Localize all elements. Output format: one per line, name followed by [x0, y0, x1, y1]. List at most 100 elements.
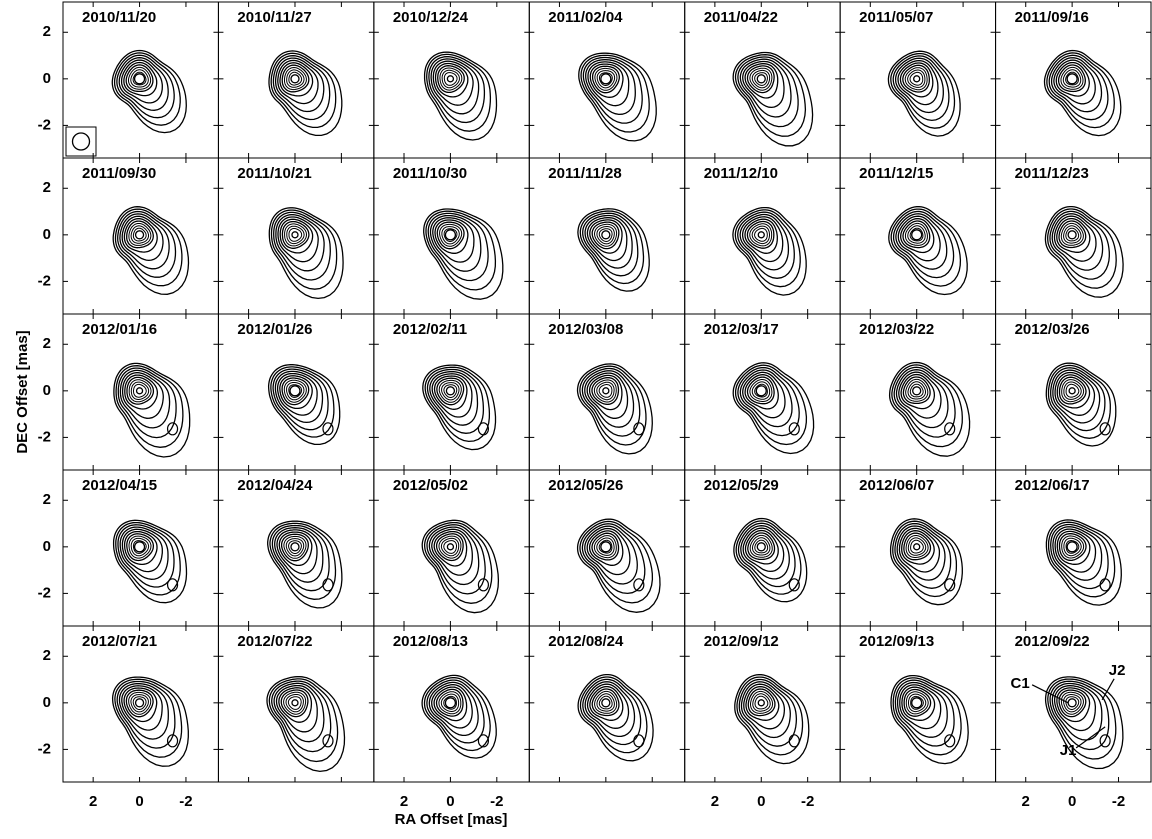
- contour-map: [269, 365, 340, 445]
- contour-core: [290, 386, 300, 396]
- contour-level: [282, 378, 309, 405]
- contour-level: [755, 696, 768, 709]
- contour-map: [733, 363, 813, 454]
- contour-core: [1068, 231, 1076, 239]
- contour-core: [135, 74, 145, 84]
- contour-map: [1045, 51, 1121, 136]
- contour-map: [735, 675, 809, 764]
- panel-date: 2011/05/07: [859, 9, 933, 26]
- contour-map: [1046, 520, 1121, 605]
- contour-core: [914, 544, 920, 550]
- contour-knot: [634, 735, 644, 747]
- y-tick-label: -2: [38, 740, 51, 757]
- contour-level: [592, 222, 619, 249]
- contour-level: [1061, 692, 1083, 714]
- contour-map: [579, 53, 656, 141]
- contour-map: [114, 520, 187, 602]
- contour-map: [734, 519, 807, 602]
- panel-date: 2010/11/20: [82, 9, 156, 26]
- contour-level: [910, 72, 923, 85]
- contour-level: [905, 223, 927, 245]
- contour-core: [601, 542, 611, 552]
- contour-knot: [945, 423, 955, 435]
- x-tick-label: -2: [179, 793, 192, 810]
- contour-knot: [323, 423, 333, 435]
- contour-core: [292, 700, 298, 706]
- contour-map: [578, 209, 649, 291]
- contour-level: [1059, 690, 1086, 717]
- x-tick-label: 2: [711, 793, 719, 810]
- contour-level: [129, 380, 151, 402]
- contour-level: [281, 690, 308, 717]
- contour-map: [1045, 207, 1123, 298]
- panel-date: 2012/08/13: [393, 633, 468, 650]
- panel-date: 2012/05/29: [704, 477, 779, 494]
- x-tick-label: 2: [400, 793, 408, 810]
- contour-level: [750, 535, 772, 557]
- contour-map: [424, 209, 503, 299]
- contour-core: [912, 698, 922, 708]
- panel-date: 2011/09/30: [82, 165, 156, 182]
- contour-level: [438, 66, 465, 93]
- contour-level: [750, 224, 772, 246]
- contour-level: [440, 68, 462, 90]
- contour-core: [291, 543, 299, 551]
- annotation: J1: [1060, 742, 1077, 759]
- contour-core: [758, 232, 764, 238]
- panel-date: 2010/11/27: [237, 9, 311, 26]
- contour-level: [595, 691, 617, 713]
- contour-map: [422, 520, 498, 612]
- contour-level: [1062, 536, 1084, 558]
- x-tick-label: -2: [801, 793, 814, 810]
- contour-level: [906, 536, 928, 558]
- contour-core: [292, 232, 298, 238]
- contour-level: [289, 229, 302, 242]
- contour-level: [1046, 520, 1121, 605]
- contour-core: [602, 231, 610, 239]
- panel-date: 2012/09/22: [1015, 633, 1090, 650]
- contour-core: [446, 387, 454, 395]
- contour-level: [594, 536, 616, 558]
- panel-date: 2012/07/22: [237, 633, 312, 650]
- y-tick-label: 2: [43, 179, 51, 196]
- panel-date: 2012/07/21: [82, 633, 157, 650]
- y-tick-label: 2: [43, 23, 51, 40]
- contour-level: [748, 377, 775, 404]
- annotation: J2: [1109, 662, 1126, 679]
- x-tick-label: -2: [490, 793, 503, 810]
- contour-core: [445, 698, 455, 708]
- panel-date: 2011/12/10: [704, 165, 778, 182]
- contour-core: [447, 544, 453, 550]
- contour-level: [904, 533, 931, 560]
- contour-level: [129, 536, 151, 558]
- contour-map: [1046, 677, 1123, 769]
- contour-core: [756, 386, 766, 396]
- contour-map: [578, 519, 660, 612]
- y-tick-label: 2: [43, 335, 51, 352]
- contour-core: [913, 387, 921, 395]
- contour-level: [129, 692, 151, 714]
- panel-date: 2011/12/15: [859, 165, 933, 182]
- contour-knot: [945, 735, 955, 747]
- panel-date: 2012/09/12: [704, 633, 779, 650]
- contour-level: [1066, 384, 1079, 397]
- contour-level: [905, 68, 927, 90]
- contour-level: [129, 67, 151, 89]
- contour-level: [599, 385, 612, 398]
- x-axis-label: RA Offset [mas]: [395, 811, 508, 828]
- contour-map: [422, 675, 496, 758]
- contour-core: [914, 76, 920, 82]
- contour-level: [906, 692, 928, 714]
- contour-level: [595, 224, 617, 246]
- panel-date: 2012/02/11: [393, 321, 467, 338]
- contour-core: [137, 388, 143, 394]
- contour-level: [285, 224, 307, 246]
- contour-map: [114, 363, 190, 457]
- contour-knot: [323, 579, 333, 591]
- y-tick-label: -2: [38, 272, 51, 289]
- contour-core: [757, 75, 765, 83]
- contour-core: [1067, 542, 1077, 552]
- contour-level: [282, 65, 309, 92]
- panel-date: 2012/06/07: [859, 477, 934, 494]
- panel-date: 2012/04/15: [82, 477, 157, 494]
